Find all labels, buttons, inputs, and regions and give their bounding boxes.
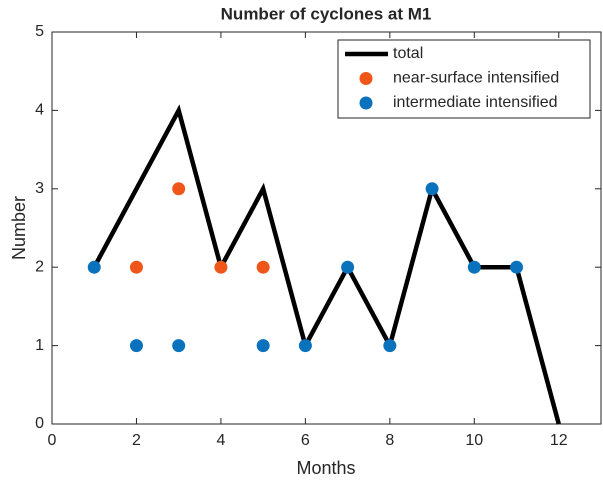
chart-title: Number of cyclones at M1 <box>221 4 432 23</box>
y-tick-label: 0 <box>35 415 44 432</box>
point <box>256 339 270 353</box>
point <box>510 260 524 274</box>
point <box>256 260 270 274</box>
y-tick-label: 3 <box>35 180 44 197</box>
point <box>172 182 186 196</box>
legend-marker <box>359 72 373 85</box>
x-tick-label: 4 <box>216 432 225 449</box>
point <box>383 339 397 353</box>
legend-label: intermediate intensified <box>393 94 558 111</box>
point <box>425 182 439 196</box>
point <box>172 339 186 353</box>
x-tick-label: 12 <box>550 432 568 449</box>
y-tick-label: 1 <box>35 337 44 354</box>
x-tick-label: 0 <box>48 432 57 449</box>
legend-marker <box>359 96 373 110</box>
x-tick-label: 8 <box>385 432 394 449</box>
x-tick-label: 6 <box>301 432 310 449</box>
x-tick-label: 10 <box>465 432 483 449</box>
point <box>87 260 101 274</box>
legend-label: near-surface intensified <box>393 70 559 87</box>
y-tick-label: 2 <box>35 258 44 275</box>
point <box>341 260 355 274</box>
y-tick-label: 5 <box>35 23 44 40</box>
point <box>214 260 228 274</box>
y-axis-label: Number <box>9 196 29 260</box>
y-tick-label: 4 <box>35 102 44 119</box>
point <box>129 339 143 353</box>
total-line <box>92 104 561 425</box>
point <box>298 339 312 353</box>
point <box>129 260 143 274</box>
x-axis-label: Months <box>296 458 355 478</box>
point <box>467 260 481 274</box>
legend-label: total <box>393 45 423 62</box>
x-tick-label: 2 <box>132 432 141 449</box>
